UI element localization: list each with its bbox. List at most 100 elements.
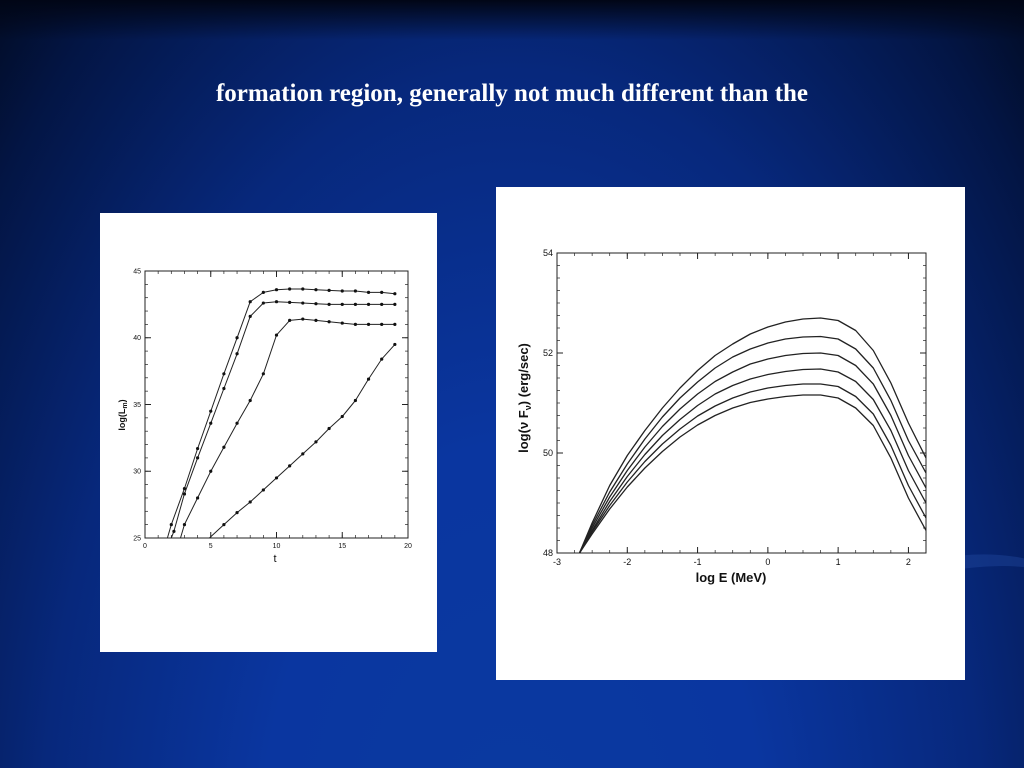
slide-title: formation region, generally not much dif… [215,80,809,107]
series-line-2 [170,301,395,538]
data-point [222,386,226,391]
data-point [196,496,200,500]
y-tick-label: 52 [543,348,553,358]
spectrum-chart: -3 -2 -1 0 1 2 48 50 52 54 log E (MeV) log(ν Fν) … [516,248,927,585]
series-line-1 [578,317,926,553]
luminosity-chart: 0 5 10 15 20 25 30 35 40 45 t log(Lm) [117,268,412,565]
x-tick-label: 10 [273,543,281,550]
left-axes [144,270,409,539]
data-point [301,452,305,456]
data-point [235,352,239,356]
x-tick-label: 5 [209,543,213,550]
data-point [366,290,371,294]
data-point [301,287,305,291]
right-series-group [578,317,926,553]
data-point [235,511,239,515]
y-axis-label-main: log(ν F [516,410,531,453]
x-tick-label: 0 [143,543,147,550]
data-point [222,372,226,376]
data-point [209,469,213,473]
data-point [222,445,226,449]
y-tick-label: 48 [543,548,553,558]
series-line-4 [578,368,926,553]
series-line-2 [578,335,926,553]
data-point [327,302,331,306]
data-point [172,529,176,533]
data-point [327,426,331,431]
y-axis-label-sub: ν [523,405,533,410]
data-point [288,287,292,291]
series-line-4 [209,344,396,538]
data-point [314,440,318,444]
x-tick-label: 20 [404,543,412,550]
y-axis-label-sub: m [122,402,129,408]
data-point [261,488,265,492]
y-tick-label: 30 [133,469,141,476]
data-point [248,398,252,403]
data-point [288,318,292,322]
data-point [169,523,173,527]
data-point [288,300,292,304]
data-point [222,523,226,527]
data-point [340,414,344,419]
y-tick-label: 45 [133,268,141,275]
data-point [301,317,305,321]
data-point [274,300,279,304]
data-point [261,290,265,294]
y-tick-label: 40 [133,335,141,342]
y-axis-label: log(ν Fν) (erg/sec) [516,343,533,453]
spectrum-figure: -3 -2 -1 0 1 2 48 50 52 54 log E (MeV) log(ν Fν) … [496,187,965,680]
data-point [261,372,265,376]
data-point [209,421,213,425]
x-tick-label: 0 [765,557,770,567]
x-axis-label: log E (MeV) [696,570,767,585]
series-line-1 [166,288,395,538]
data-point [182,487,187,491]
data-point [301,301,305,305]
series-line-3 [578,352,926,553]
data-point [380,357,384,361]
data-point [235,421,239,425]
data-point [182,492,187,496]
x-tick-label: 2 [906,557,911,567]
y-axis-label-main: log(L [117,408,127,430]
data-point [314,302,318,306]
data-point [353,289,357,293]
data-point [274,476,279,480]
data-point [353,302,357,306]
y-axis-label-close: ) [117,399,127,402]
data-point [366,377,371,381]
x-tick-label: 15 [338,543,346,550]
x-axis-label: t [273,553,276,565]
x-tick-label: 1 [836,557,841,567]
y-tick-label: 54 [543,248,553,258]
data-point [327,288,331,292]
series-line-5 [578,383,926,553]
data-point [366,302,371,306]
data-point [366,322,371,326]
right-tick-labels: -3 -2 -1 0 1 2 48 50 52 54 [543,248,911,567]
data-point [314,288,318,292]
data-point [209,409,213,413]
data-point [340,321,344,325]
data-point [288,464,292,468]
data-point [340,302,344,306]
data-point [196,456,200,460]
luminosity-figure: 0 5 10 15 20 25 30 35 40 45 t log(Lm) [100,213,437,652]
plot-frame [144,270,409,539]
data-point [393,302,397,306]
data-point [353,322,357,326]
data-point [248,300,252,304]
data-point [353,398,357,403]
y-tick-label: 50 [543,448,553,458]
data-point [261,301,265,305]
data-point [274,288,279,292]
plot-frame [556,252,927,554]
left-series-group [166,287,397,538]
data-point [248,314,252,318]
series-line-3 [180,318,395,538]
y-axis-label: log(Lm) [117,399,129,430]
x-tick-label: -2 [623,557,631,567]
y-tick-label: 25 [133,535,141,542]
data-point [380,290,384,294]
